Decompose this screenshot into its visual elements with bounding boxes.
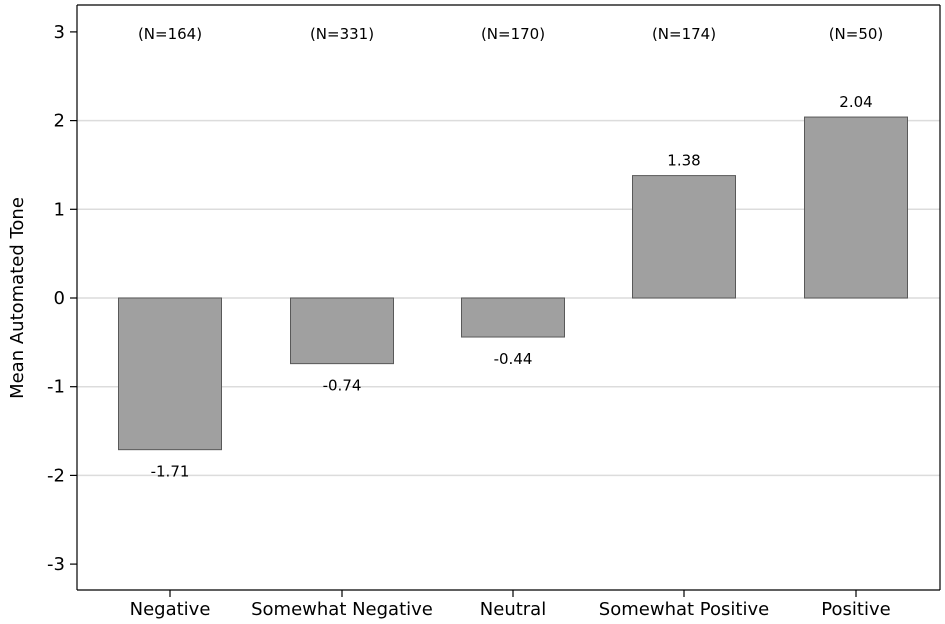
y-tick-label: -2 [47, 465, 65, 486]
y-tick-label: -1 [47, 377, 65, 398]
y-tick-label: 3 [54, 22, 65, 43]
bar-value-label: -1.71 [151, 463, 190, 481]
labels: -3 -2 -1 0 1 2 3 -1.71 (N=164) Negative -0.74 (N=33… [47, 22, 891, 620]
sample-size-label: (N=174) [652, 25, 716, 43]
bar-negative [118, 297, 222, 451]
y-tick-label: 0 [54, 288, 65, 309]
sample-size-label: (N=170) [481, 25, 545, 43]
bar-value-label: 2.04 [839, 93, 872, 111]
bar-value-label: -0.44 [494, 350, 533, 368]
bar-somewhat-negative [290, 297, 394, 365]
y-tick-label: -3 [47, 554, 65, 575]
y-tick-label: 1 [54, 199, 65, 220]
x-category-label: Somewhat Negative [251, 599, 433, 620]
bar-positive [804, 116, 908, 299]
sample-size-label: (N=50) [829, 25, 884, 43]
y-axis-label: Mean Automated Tone [7, 197, 28, 399]
bar-neutral [461, 297, 565, 338]
x-category-label: Neutral [480, 599, 546, 620]
x-category-label: Somewhat Positive [599, 599, 769, 620]
sample-size-label: (N=164) [138, 25, 202, 43]
axes [70, 4, 941, 597]
bars [118, 116, 908, 451]
x-category-label: Negative [130, 599, 211, 620]
x-category-label: Positive [821, 599, 890, 620]
bar-somewhat-positive [632, 175, 736, 299]
y-tick-label: 2 [54, 111, 65, 132]
sample-size-label: (N=331) [310, 25, 374, 43]
bar-value-label: -0.74 [323, 377, 362, 395]
bar-value-label: 1.38 [667, 152, 700, 170]
